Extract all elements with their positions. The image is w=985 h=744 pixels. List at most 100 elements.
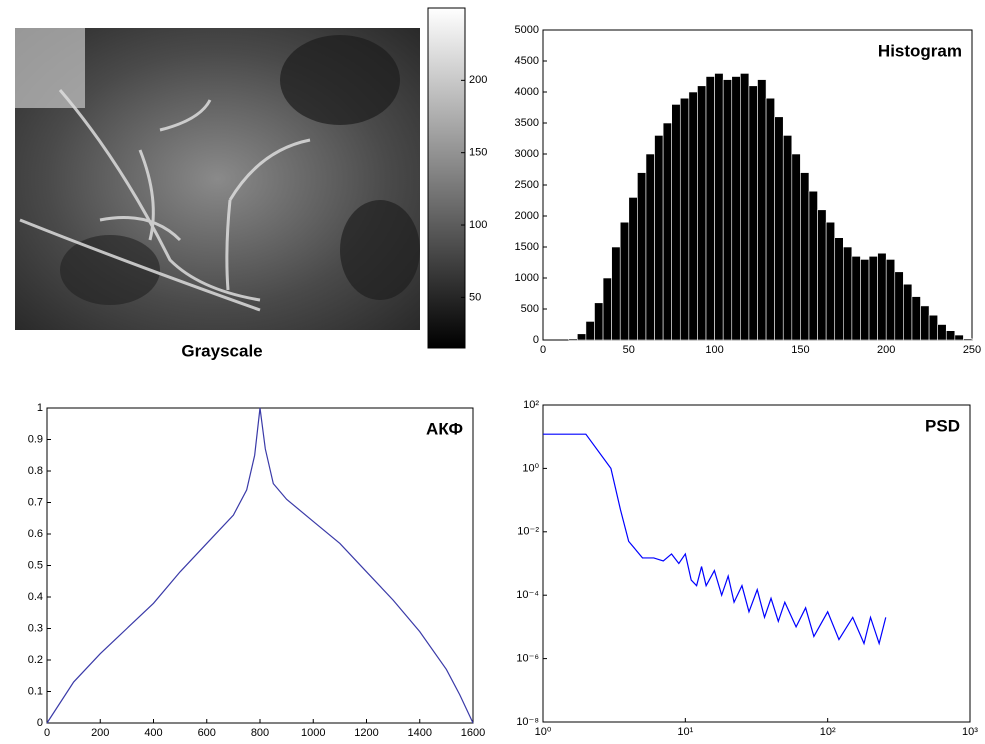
chart-title: Histogram [878, 41, 962, 60]
histogram-bar [937, 324, 947, 341]
x-tick-label: 10² [820, 726, 836, 738]
y-tick-label: 10² [523, 399, 539, 411]
colorbar-tick-label: 200 [469, 74, 487, 86]
histogram-bar [920, 305, 930, 341]
x-tick-label: 1600 [461, 727, 485, 739]
x-tick-label: 250 [963, 344, 981, 356]
histogram-bar [774, 116, 784, 341]
histogram-bar [568, 338, 578, 341]
colorbar-tick-label: 50 [469, 291, 481, 303]
colorbar [427, 7, 466, 349]
y-tick-label: 4000 [515, 86, 539, 98]
histogram-bar [800, 172, 810, 341]
histogram-bar [679, 97, 690, 341]
histogram-bar [868, 255, 878, 341]
axes-box [542, 404, 971, 723]
histogram-bar [860, 259, 870, 341]
histogram-bar [740, 73, 750, 341]
histogram-bar [885, 259, 896, 341]
y-tick-label: 0.4 [28, 591, 43, 603]
histogram-bar [619, 221, 630, 341]
histogram-bar [697, 85, 707, 341]
histogram-bar [954, 334, 964, 341]
histogram-bar [928, 314, 938, 341]
image-title: Grayscale [181, 341, 262, 360]
y-tick-label: 0.1 [28, 685, 43, 697]
histogram-bar [757, 79, 767, 341]
x-tick-label: 10⁰ [535, 726, 552, 738]
y-tick-label: 0 [37, 717, 43, 729]
histogram-bar [577, 333, 587, 341]
y-tick-label: 2000 [515, 210, 539, 222]
y-tick-label: 10⁰ [522, 462, 539, 474]
y-tick-label: 0.3 [28, 622, 43, 634]
y-tick-label: 3000 [515, 148, 539, 160]
x-tick-label: 200 [877, 344, 895, 356]
colorbar-tick-label: 150 [469, 147, 487, 159]
y-tick-label: 10⁻⁸ [516, 716, 539, 728]
chart-title: АКФ [426, 419, 463, 438]
y-tick-label: 0 [533, 334, 539, 346]
histogram-bar [782, 135, 793, 341]
y-tick-label: 10⁻⁴ [516, 589, 539, 601]
histogram-bar [662, 122, 672, 341]
axes-box [46, 407, 474, 724]
y-tick-label: 0.2 [28, 654, 43, 666]
x-tick-label: 100 [705, 344, 723, 356]
y-tick-label: 5000 [515, 24, 539, 36]
y-tick-label: 10⁻² [517, 526, 539, 538]
x-tick-label: 1400 [408, 727, 432, 739]
y-tick-label: 500 [521, 303, 539, 315]
histogram-bar [911, 296, 921, 341]
y-tick-label: 0.6 [28, 528, 43, 540]
y-tick-label: 4500 [515, 55, 539, 67]
y-tick-label: 0.8 [28, 465, 43, 477]
histogram-bar [894, 271, 904, 341]
x-tick-label: 800 [251, 727, 269, 739]
histogram-bar [791, 153, 801, 341]
histogram-bar [825, 221, 836, 341]
y-tick-label: 1000 [515, 272, 539, 284]
histogram-bar [594, 302, 604, 341]
histogram-bar [654, 135, 664, 341]
histogram-bar [671, 104, 681, 341]
y-tick-label: 0.9 [28, 433, 43, 445]
histogram-bar [645, 153, 655, 341]
histogram-bar [945, 330, 956, 341]
histogram-bar [637, 172, 647, 341]
histogram-bar [628, 197, 638, 341]
histogram-bar [731, 76, 741, 341]
histogram-bar [851, 255, 861, 341]
y-tick-label: 1 [37, 402, 43, 414]
y-tick-label: 0.5 [28, 559, 43, 571]
histogram-bar [834, 237, 844, 341]
y-tick-label: 1500 [515, 241, 539, 253]
data-line [46, 407, 474, 724]
x-tick-label: 200 [91, 727, 109, 739]
x-tick-label: 0 [540, 344, 546, 356]
histogram-bar [585, 321, 595, 341]
x-tick-label: 50 [623, 344, 635, 356]
x-tick-label: 10³ [962, 726, 978, 738]
chart-title: PSD [925, 416, 960, 435]
histogram-bar [705, 76, 715, 341]
x-tick-label: 150 [791, 344, 809, 356]
histogram-bar [688, 91, 698, 341]
grayscale-image [15, 28, 420, 330]
histogram-bar [842, 246, 853, 341]
x-tick-label: 1000 [301, 727, 325, 739]
histogram-bar [817, 209, 827, 341]
histogram-bar [808, 190, 818, 341]
histogram-bar [765, 97, 775, 341]
histogram-bar [877, 252, 887, 341]
histogram-bar [611, 246, 621, 341]
x-tick-label: 0 [44, 727, 50, 739]
y-tick-label: 3500 [515, 117, 539, 129]
x-tick-label: 400 [144, 727, 162, 739]
data-line [543, 433, 887, 646]
x-tick-label: 600 [198, 727, 216, 739]
y-tick-label: 10⁻⁶ [516, 653, 539, 665]
y-tick-label: 0.7 [28, 496, 43, 508]
